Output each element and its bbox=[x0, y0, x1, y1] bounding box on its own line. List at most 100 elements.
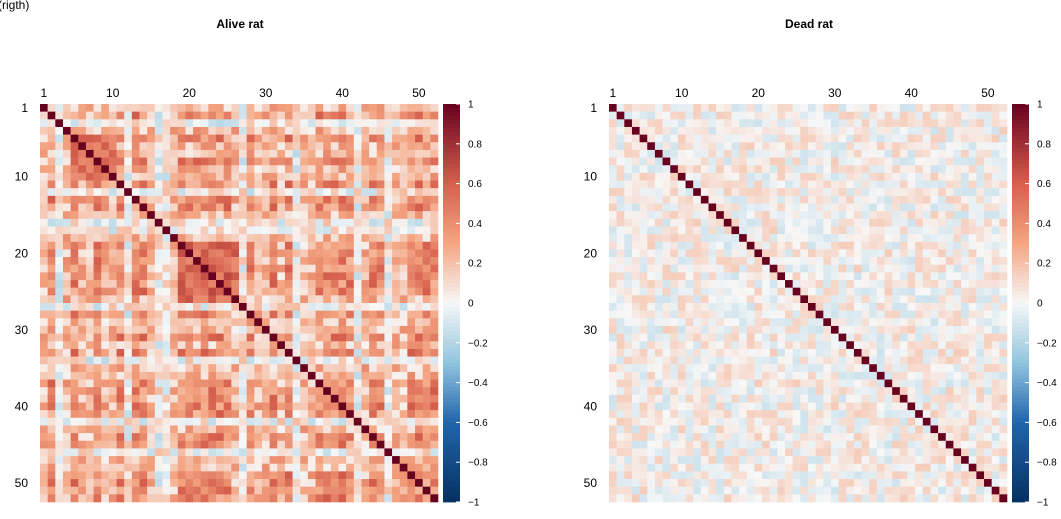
heatmap-cell bbox=[384, 134, 393, 143]
colorbar-segment bbox=[443, 430, 460, 435]
heatmap-cell bbox=[177, 157, 186, 166]
heatmap-cell bbox=[670, 142, 679, 151]
heatmap-cell bbox=[616, 119, 625, 128]
heatmap-cell bbox=[139, 188, 148, 197]
heatmap-cell bbox=[869, 218, 878, 227]
heatmap-cell bbox=[953, 249, 962, 258]
heatmap-cell bbox=[147, 234, 156, 243]
heatmap-cell bbox=[685, 165, 694, 174]
heatmap-cell bbox=[246, 463, 255, 472]
heatmap-cell bbox=[254, 257, 263, 266]
heatmap-cell bbox=[330, 195, 339, 204]
heatmap-cell bbox=[708, 226, 717, 235]
heatmap-cell bbox=[716, 234, 725, 243]
heatmap-cell bbox=[723, 348, 732, 357]
heatmap-cell bbox=[723, 234, 732, 243]
heatmap-cell bbox=[223, 348, 232, 357]
heatmap-cell bbox=[47, 448, 56, 457]
heatmap-cell bbox=[823, 364, 832, 373]
heatmap-cell bbox=[731, 325, 740, 334]
heatmap-cell bbox=[85, 417, 94, 426]
heatmap-cell bbox=[277, 257, 286, 266]
heatmap-cell bbox=[616, 226, 625, 235]
heatmap-cell bbox=[415, 134, 423, 143]
heatmap-cell bbox=[907, 203, 916, 212]
heatmap-cell bbox=[62, 410, 71, 419]
heatmap-cell bbox=[292, 371, 301, 380]
heatmap-cell bbox=[846, 172, 855, 181]
heatmap-cell bbox=[746, 149, 755, 158]
heatmap-cell bbox=[208, 387, 217, 396]
heatmap-cell bbox=[93, 218, 102, 227]
heatmap-cell bbox=[762, 218, 771, 227]
heatmap-cell bbox=[915, 402, 924, 411]
heatmap-cell bbox=[70, 241, 79, 250]
heatmap-cell bbox=[869, 195, 878, 204]
heatmap-cell bbox=[78, 410, 87, 419]
heatmap-cell bbox=[938, 188, 947, 197]
heatmap-cell bbox=[170, 456, 179, 465]
heatmap-cell bbox=[376, 486, 385, 495]
heatmap-cell bbox=[231, 134, 240, 143]
heatmap-cell bbox=[639, 180, 648, 189]
heatmap-cell bbox=[976, 188, 985, 197]
heatmap-cell bbox=[108, 486, 117, 495]
heatmap-cell bbox=[231, 157, 240, 166]
heatmap-cell bbox=[945, 280, 954, 288]
heatmap-cell bbox=[269, 303, 278, 311]
heatmap-cell bbox=[284, 348, 293, 357]
heatmap-cell bbox=[353, 241, 362, 250]
heatmap-cell bbox=[116, 142, 125, 151]
heatmap-cell bbox=[78, 111, 87, 120]
heatmap-cell bbox=[892, 356, 901, 365]
heatmap-cell bbox=[823, 234, 832, 243]
heatmap-cell bbox=[853, 379, 862, 388]
heatmap-cell bbox=[177, 264, 186, 273]
heatmap-cell bbox=[177, 126, 186, 135]
heatmap-cell bbox=[231, 456, 240, 465]
heatmap-cell bbox=[139, 310, 148, 319]
heatmap-cell bbox=[685, 394, 694, 403]
heatmap-cell bbox=[662, 264, 671, 273]
heatmap-cell bbox=[300, 180, 309, 189]
heatmap-cell bbox=[231, 394, 240, 403]
heatmap-cell bbox=[185, 257, 194, 266]
heatmap-cell bbox=[670, 119, 679, 128]
heatmap-cell bbox=[170, 142, 179, 151]
heatmap-cell bbox=[323, 264, 332, 273]
heatmap-cell bbox=[170, 126, 179, 135]
heatmap-cell bbox=[208, 195, 217, 204]
heatmap-cell bbox=[639, 325, 648, 334]
heatmap-cell bbox=[654, 203, 663, 212]
heatmap-cell bbox=[216, 134, 224, 143]
heatmap-cell bbox=[838, 149, 847, 158]
heatmap-cell bbox=[147, 241, 156, 250]
heatmap-cell bbox=[407, 348, 416, 357]
heatmap-cell bbox=[662, 402, 671, 411]
heatmap-cell bbox=[147, 264, 156, 273]
heatmap-cell bbox=[892, 257, 901, 266]
heatmap-cell bbox=[239, 280, 247, 288]
heatmap-cell bbox=[677, 257, 686, 266]
heatmap-cell bbox=[284, 295, 293, 304]
heatmap-cell bbox=[746, 226, 755, 235]
heatmap-cell bbox=[384, 264, 393, 273]
heatmap-cell bbox=[162, 456, 171, 465]
heatmap-cell bbox=[999, 180, 1008, 189]
heatmap-cell bbox=[808, 371, 816, 380]
heatmap-cell bbox=[323, 172, 332, 181]
heatmap-cell bbox=[430, 280, 439, 288]
heatmap-cell bbox=[846, 387, 855, 396]
heatmap-cell bbox=[147, 394, 156, 403]
heatmap-cell bbox=[193, 402, 202, 411]
heatmap-cell bbox=[884, 318, 893, 327]
heatmap-cell bbox=[284, 111, 293, 120]
heatmap-cell bbox=[716, 180, 725, 189]
heatmap-cell bbox=[315, 119, 324, 128]
heatmap-cell bbox=[984, 287, 992, 296]
heatmap-cell bbox=[976, 356, 985, 365]
heatmap-cell bbox=[654, 341, 663, 350]
heatmap-cell bbox=[953, 371, 962, 380]
heatmap-cell bbox=[131, 310, 140, 319]
heatmap-cell bbox=[922, 234, 931, 243]
